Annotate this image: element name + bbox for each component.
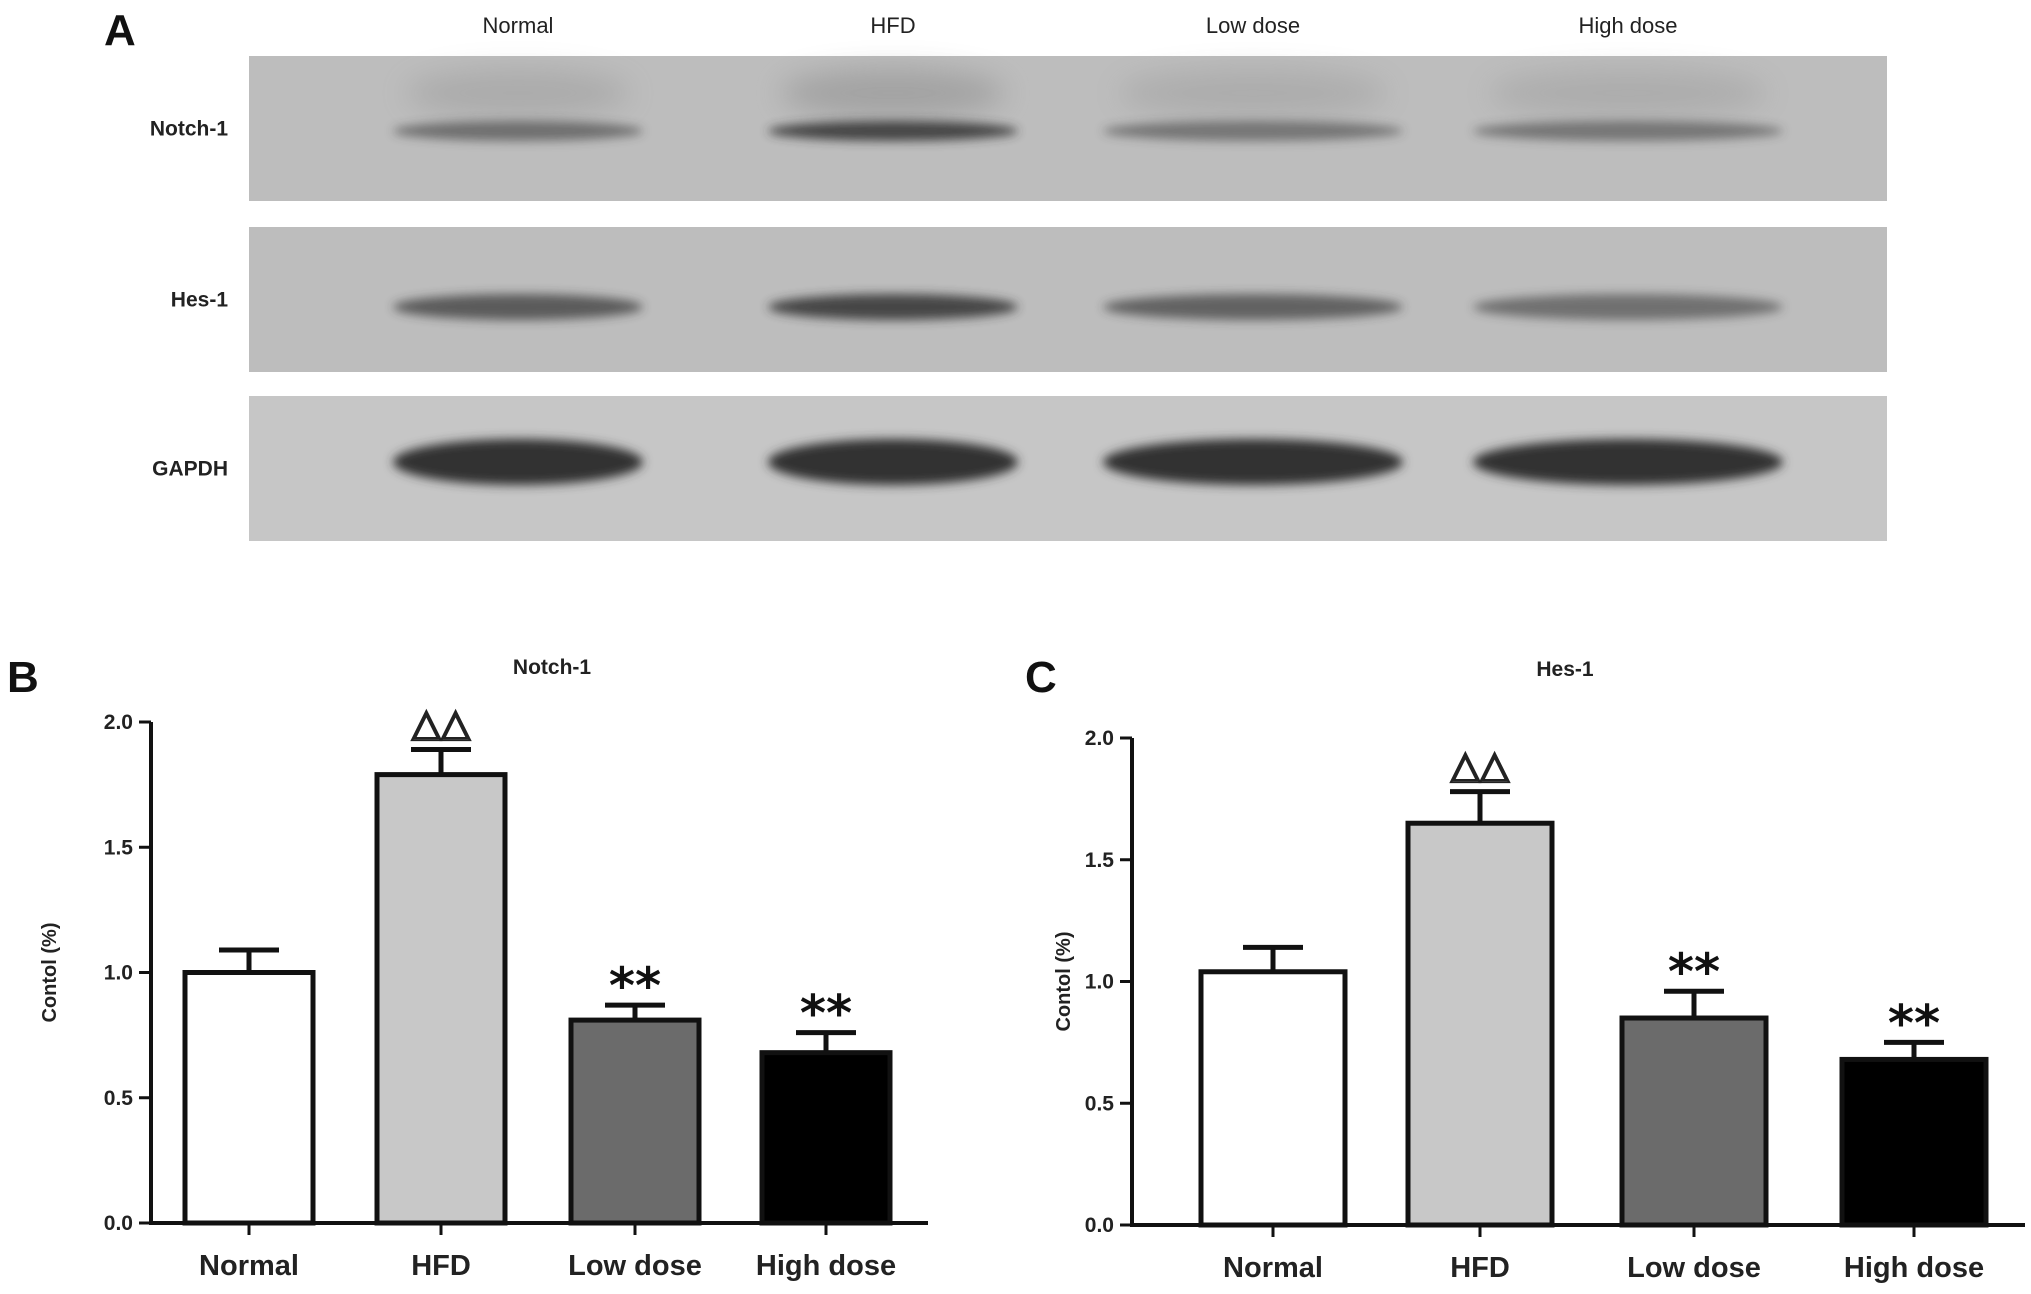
y-tick-label: 2.0 <box>104 711 133 734</box>
blot-row-label: Notch-1 <box>150 118 228 141</box>
y-tick-label: 2.0 <box>1085 727 1114 750</box>
blot-band <box>393 121 643 141</box>
bar <box>1839 1056 1989 1228</box>
lane-label: HFD <box>870 13 915 38</box>
blot-smear <box>1488 69 1768 117</box>
lane-labels: Normal HFD Low dose High dose <box>483 13 1678 38</box>
y-tick-label: 0.0 <box>104 1212 133 1235</box>
blot-band <box>1473 121 1783 141</box>
blot-band <box>1473 439 1783 485</box>
chart-title: Notch-1 <box>513 656 591 679</box>
y-axis-label: Contol (%) <box>1053 932 1075 1032</box>
chart-title: Hes-1 <box>1536 658 1594 681</box>
y-tick-label: 1.0 <box>104 962 133 985</box>
y-tick-label: 0.5 <box>104 1087 134 1110</box>
blot-band <box>768 294 1018 320</box>
blot-band <box>1103 439 1403 485</box>
blot-smear <box>405 69 631 117</box>
blot-band <box>393 439 643 485</box>
chart-notch1: B Notch-1 Contol (%) 0.0 0.5 1.0 1.5 2.0 Normal H… <box>7 653 928 1282</box>
lane-label: High dose <box>1578 13 1677 38</box>
x-tick-label: Low dose <box>1627 1252 1761 1284</box>
blot-band <box>768 121 1018 141</box>
bar <box>182 970 316 1226</box>
y-tick-label: 1.5 <box>104 836 134 859</box>
y-tick-label: 0.0 <box>1085 1214 1114 1237</box>
x-tick-label: High dose <box>756 1250 896 1282</box>
panel-letter-a: A <box>104 6 136 55</box>
blot-smear <box>1118 69 1388 117</box>
y-axis-label: Contol (%) <box>39 923 61 1023</box>
blot-row: GAPDH <box>152 396 1887 541</box>
bar <box>1619 1015 1769 1228</box>
y-tick-label: 0.5 <box>1085 1092 1115 1115</box>
blot-smear <box>780 69 1006 117</box>
y-tick-label: 1.0 <box>1085 971 1114 994</box>
significance-annotation: ** <box>1668 943 1720 1001</box>
blot-band <box>1103 121 1403 141</box>
bar <box>759 1050 893 1226</box>
bar <box>568 1017 702 1226</box>
blot-row: Notch-1 <box>150 56 1887 201</box>
blot-row-label: GAPDH <box>152 458 228 481</box>
panel-a-western-blot: A Normal HFD Low dose High dose Notch-1 Hes-… <box>104 6 1887 541</box>
significance-annotation: ** <box>1888 994 1940 1052</box>
blot-band <box>393 294 643 320</box>
blot-band <box>1103 294 1403 320</box>
blot-row: Hes-1 <box>171 227 1887 372</box>
lane-label: Low dose <box>1206 13 1300 38</box>
blot-row-label: Hes-1 <box>171 289 229 312</box>
x-tick-label: HFD <box>411 1250 471 1282</box>
x-tick-label: Normal <box>199 1250 299 1282</box>
x-tick-label: High dose <box>1844 1252 1984 1284</box>
significance-annotation: △△ <box>1451 743 1510 787</box>
x-tick-label: Normal <box>1223 1252 1323 1284</box>
blot-band <box>768 439 1018 485</box>
x-tick-label: HFD <box>1450 1252 1510 1284</box>
significance-annotation: △△ <box>412 701 471 745</box>
blot-rows: Notch-1 Hes-1 GAPDH <box>150 56 1887 541</box>
y-tick-label: 1.5 <box>1085 849 1115 872</box>
chart-hes1: C Hes-1 Contol (%) 0.0 0.5 1.0 1.5 2.0 Normal HFD… <box>1025 653 2025 1284</box>
bar <box>1405 820 1555 1228</box>
panel-letter: B <box>7 653 39 702</box>
panel-letter: C <box>1025 653 1057 702</box>
significance-annotation: ** <box>800 985 852 1043</box>
lane-label: Normal <box>483 13 554 38</box>
x-tick-label: Low dose <box>568 1250 702 1282</box>
significance-annotation: ** <box>609 957 661 1015</box>
blot-band <box>1473 294 1783 320</box>
bar <box>1198 969 1348 1228</box>
bar <box>374 772 508 1226</box>
